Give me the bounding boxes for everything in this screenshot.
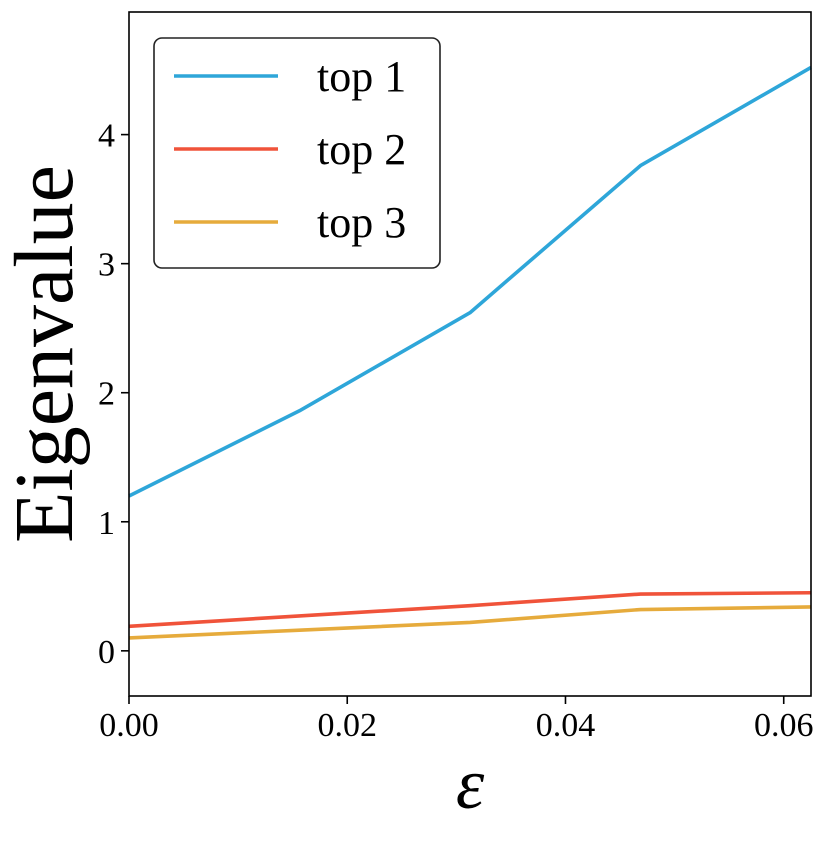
x-tick-label: 0.06 <box>754 707 814 744</box>
legend: top 1 top 2 top 3 <box>153 37 441 269</box>
legend-box <box>153 37 441 269</box>
tick-layer: 0.00 0.02 0.04 0.06 0 1 2 3 4 <box>98 118 813 744</box>
y-tick-label: 2 <box>98 376 115 413</box>
series-layer <box>128 65 812 640</box>
legend-label-top-3: top 3 <box>317 198 406 247</box>
x-axis-title: ε <box>456 744 485 824</box>
series-line-top-1 <box>128 65 812 498</box>
y-tick-label: 1 <box>98 505 115 542</box>
y-tick-label: 4 <box>98 118 115 155</box>
series-line-top-3 <box>128 605 812 640</box>
legend-label-top-2: top 2 <box>317 125 406 174</box>
x-tick-label: 0.00 <box>99 707 159 744</box>
legend-label-top-1: top 1 <box>317 52 406 101</box>
y-tick-label: 0 <box>98 634 115 671</box>
plot-frame <box>128 11 812 697</box>
y-axis-title: Eigenvalue <box>0 165 91 543</box>
y-tick-label: 3 <box>98 247 115 284</box>
series-line-top-2 <box>128 590 812 629</box>
x-tick-label: 0.02 <box>317 707 377 744</box>
x-tick-label: 0.04 <box>536 707 596 744</box>
